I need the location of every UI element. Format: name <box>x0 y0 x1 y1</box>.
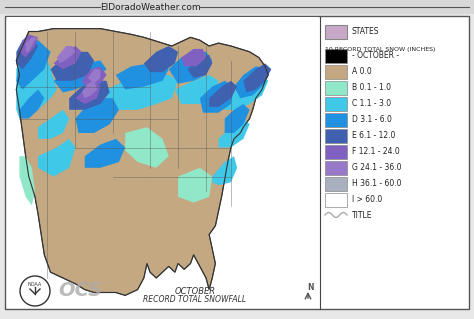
Text: G 24.1 - 36.0: G 24.1 - 36.0 <box>352 164 401 173</box>
Polygon shape <box>16 46 57 118</box>
Polygon shape <box>82 66 107 90</box>
Polygon shape <box>69 81 109 110</box>
Polygon shape <box>75 98 119 133</box>
Text: B 0.1 - 1.0: B 0.1 - 1.0 <box>352 84 391 93</box>
Polygon shape <box>225 75 268 110</box>
Polygon shape <box>19 90 45 118</box>
Bar <box>325 145 347 159</box>
Polygon shape <box>178 168 212 203</box>
Polygon shape <box>125 127 169 168</box>
Text: OCS: OCS <box>58 281 102 300</box>
Polygon shape <box>16 37 38 69</box>
Polygon shape <box>116 63 169 90</box>
Polygon shape <box>225 104 250 133</box>
Polygon shape <box>181 49 206 66</box>
Polygon shape <box>19 156 35 205</box>
Text: F 12.1 - 24.0: F 12.1 - 24.0 <box>352 147 400 157</box>
Text: NOAA: NOAA <box>28 281 42 286</box>
Text: ElDoradoWeather.com: ElDoradoWeather.com <box>100 3 201 11</box>
Bar <box>325 81 347 95</box>
Bar <box>325 49 347 63</box>
Polygon shape <box>54 46 82 69</box>
Bar <box>325 161 347 175</box>
Polygon shape <box>88 69 100 84</box>
Bar <box>325 65 347 79</box>
Polygon shape <box>16 29 268 295</box>
Text: A 0.0: A 0.0 <box>352 68 372 77</box>
Bar <box>7 17 318 307</box>
Text: H 36.1 - 60.0: H 36.1 - 60.0 <box>352 180 401 189</box>
Polygon shape <box>82 81 97 98</box>
Bar <box>325 97 347 111</box>
Polygon shape <box>243 63 271 93</box>
Polygon shape <box>219 118 250 147</box>
Polygon shape <box>38 139 75 176</box>
Text: OCTOBER: OCTOBER <box>174 286 216 295</box>
Polygon shape <box>234 66 268 98</box>
Text: - OCTOBER -: - OCTOBER - <box>352 51 399 61</box>
Polygon shape <box>107 75 178 110</box>
Polygon shape <box>187 55 212 78</box>
Text: C 1.1 - 3.0: C 1.1 - 3.0 <box>352 100 391 108</box>
Polygon shape <box>19 34 38 58</box>
Polygon shape <box>38 110 69 139</box>
Polygon shape <box>169 52 212 84</box>
Polygon shape <box>57 46 75 63</box>
Polygon shape <box>175 75 219 104</box>
Polygon shape <box>209 81 237 107</box>
Text: N: N <box>308 283 314 292</box>
Bar <box>325 129 347 143</box>
Polygon shape <box>16 40 51 90</box>
Bar <box>325 177 347 191</box>
Polygon shape <box>212 156 237 185</box>
Bar <box>325 25 347 39</box>
Polygon shape <box>26 37 38 52</box>
Text: E 6.1 - 12.0: E 6.1 - 12.0 <box>352 131 395 140</box>
Bar <box>0 0 474 14</box>
Bar <box>325 193 347 207</box>
Polygon shape <box>85 139 125 168</box>
Text: STATES: STATES <box>352 27 380 36</box>
Text: RECORD TOTAL SNOWFALL: RECORD TOTAL SNOWFALL <box>144 295 246 305</box>
Polygon shape <box>75 81 100 104</box>
Bar <box>325 113 347 127</box>
Polygon shape <box>51 52 94 81</box>
Text: D 3.1 - 6.0: D 3.1 - 6.0 <box>352 115 392 124</box>
Polygon shape <box>200 81 234 113</box>
Polygon shape <box>54 61 107 93</box>
Polygon shape <box>144 46 178 72</box>
Text: I > 60.0: I > 60.0 <box>352 196 382 204</box>
Text: 10 RECORD TOTAL SNOW (INCHES): 10 RECORD TOTAL SNOW (INCHES) <box>325 47 436 51</box>
Text: TITLE: TITLE <box>352 211 373 219</box>
